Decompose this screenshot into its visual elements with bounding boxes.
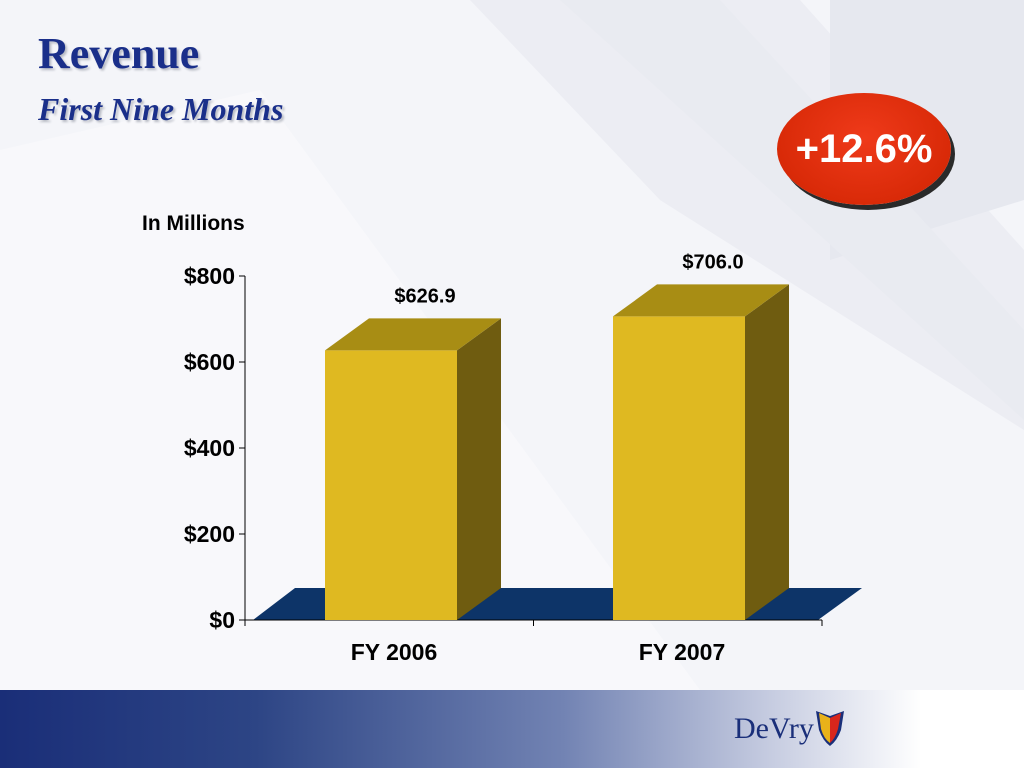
revenue-bar-chart: $0 $200 $400 $600 $800 $626.9 FY 2006 $706.0 FY … [184,251,862,665]
growth-badge-text: +12.6% [795,126,933,171]
bar-side [457,318,501,620]
bar-top [325,318,501,351]
bar-value-label: $626.9 [394,285,455,307]
shield-logo-icon [816,711,844,746]
x-category-label: FY 2006 [351,639,438,665]
slide-title: Revenue [38,29,200,78]
bar-front [613,316,745,620]
y-tick-label: $0 [209,607,235,633]
slide-subtitle: First Nine Months [38,91,284,127]
footer-band [0,690,1024,768]
x-category-label: FY 2007 [639,639,726,665]
bar-front [325,350,457,620]
y-tick-label: $200 [184,521,235,547]
y-tick-label: $600 [184,349,235,375]
growth-badge: +12.6% [777,93,951,205]
bar-side [745,284,789,620]
unit-label: In Millions [142,212,245,235]
y-tick-label: $800 [184,263,235,289]
bar-top [613,284,789,317]
brand-logo-text: DeVry [734,712,814,745]
bar-value-label: $706.0 [682,251,743,273]
y-tick-label: $400 [184,435,235,461]
